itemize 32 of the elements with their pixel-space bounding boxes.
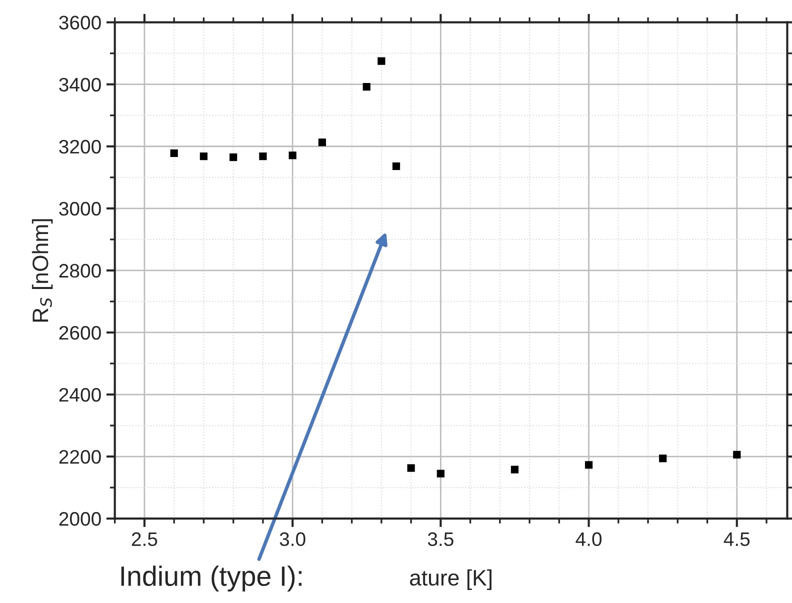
x-tick-label: 4.0 — [576, 532, 602, 546]
point — [170, 149, 178, 158]
y-tick-label: 2400 — [59, 388, 101, 402]
point — [230, 153, 238, 162]
point — [259, 152, 267, 160]
x-tick-label: 3.5 — [428, 532, 454, 546]
point — [733, 450, 741, 458]
y-tick-label: 2600 — [59, 326, 101, 340]
x-tick-label: 2.5 — [132, 532, 158, 546]
point — [407, 464, 415, 472]
y-axis-title: R$_{S}$ [nOhm] — [32, 219, 53, 322]
point — [392, 162, 400, 170]
point — [659, 454, 667, 462]
point — [362, 83, 370, 91]
point — [288, 152, 296, 160]
point — [436, 470, 444, 478]
y-tick-label: 2000 — [59, 512, 101, 526]
y-tick-label: 3000 — [59, 202, 101, 216]
point — [510, 466, 519, 474]
point — [378, 57, 386, 65]
text: Indium (type I): — [121, 566, 302, 592]
x-tick-label: 3.0 — [280, 532, 306, 546]
point — [584, 461, 593, 469]
x-axis-title: ature [K] — [410, 569, 492, 590]
y-tick-label: 2800 — [59, 264, 101, 278]
y-tick-label: 2200 — [59, 450, 101, 464]
x-tick-label: 4.5 — [724, 532, 750, 546]
y-tick-label: 3600 — [59, 16, 101, 30]
point — [318, 138, 326, 146]
y-tick-label: 3200 — [59, 140, 101, 154]
point — [200, 152, 208, 160]
y-tick-label: 3400 — [59, 78, 101, 92]
